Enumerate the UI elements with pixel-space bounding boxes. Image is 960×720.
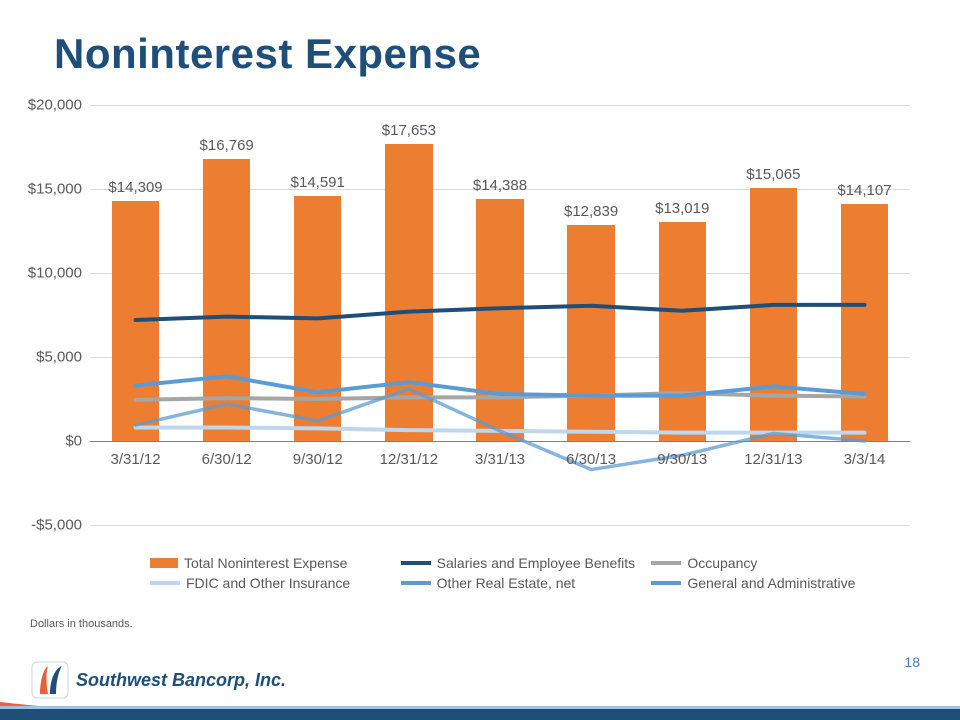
y-axis-label: $15,000 xyxy=(28,181,82,198)
legend-item: Other Real Estate, net xyxy=(401,575,640,591)
legend-item: FDIC and Other Insurance xyxy=(150,575,389,591)
brand-name: Southwest Bancorp, Inc. xyxy=(76,670,286,691)
footer-band xyxy=(0,706,960,720)
legend-item: Total Noninterest Expense xyxy=(150,555,389,571)
legend-item: Salaries and Employee Benefits xyxy=(401,555,640,571)
legend-line-swatch xyxy=(401,561,431,565)
legend-item: General and Administrative xyxy=(651,575,890,591)
legend-label: Total Noninterest Expense xyxy=(184,555,347,571)
legend-label: Other Real Estate, net xyxy=(437,575,576,591)
x-axis-label: 6/30/12 xyxy=(202,451,252,468)
chart-line xyxy=(136,376,865,395)
gridline: -$5,000 xyxy=(90,525,910,526)
chart-legend: Total Noninterest Expense Salaries and Em… xyxy=(150,555,890,595)
x-axis-label: 3/31/12 xyxy=(111,451,161,468)
legend-line-swatch xyxy=(651,581,681,585)
noninterest-expense-chart: -$5,000$0$5,000$10,000$15,000$20,000 $14… xyxy=(10,105,920,590)
legend-label: General and Administrative xyxy=(687,575,855,591)
legend-line-swatch xyxy=(150,581,180,585)
y-axis-label: -$5,000 xyxy=(31,517,82,534)
x-axis-label: 3/3/14 xyxy=(844,451,886,468)
legend-line-swatch xyxy=(651,561,681,565)
x-axis-label: 9/30/12 xyxy=(293,451,343,468)
x-axis-label: 9/30/13 xyxy=(657,451,707,468)
chart-x-axis-labels: 3/31/12 6/30/12 9/30/12 12/31/12 3/31/13 6/30… xyxy=(90,451,910,475)
page-title: Noninterest Expense xyxy=(54,30,481,78)
legend-label: FDIC and Other Insurance xyxy=(186,575,350,591)
x-axis-label: 3/31/13 xyxy=(475,451,525,468)
x-axis-label: 6/30/13 xyxy=(566,451,616,468)
x-axis-label: 12/31/13 xyxy=(744,451,802,468)
chart-footnote: Dollars in thousands. xyxy=(30,618,133,630)
legend-line-swatch xyxy=(401,581,431,585)
legend-bar-swatch xyxy=(150,558,178,568)
legend-label: Salaries and Employee Benefits xyxy=(437,555,635,571)
y-axis-label: $20,000 xyxy=(28,97,82,114)
page-number: 18 xyxy=(904,654,920,670)
x-axis-label: 12/31/12 xyxy=(380,451,438,468)
y-axis-label: $5,000 xyxy=(36,349,82,366)
y-axis-label: $0 xyxy=(65,433,82,450)
legend-label: Occupancy xyxy=(687,555,757,571)
legend-item: Occupancy xyxy=(651,555,890,571)
chart-line xyxy=(136,305,865,320)
y-axis-label: $10,000 xyxy=(28,265,82,282)
